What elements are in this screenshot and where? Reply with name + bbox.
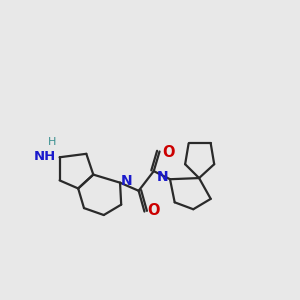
Text: NH: NH xyxy=(34,150,56,163)
Text: O: O xyxy=(162,145,174,160)
Text: H: H xyxy=(48,137,56,147)
Text: N: N xyxy=(121,174,133,188)
Text: O: O xyxy=(147,203,159,218)
Text: N: N xyxy=(157,170,169,184)
